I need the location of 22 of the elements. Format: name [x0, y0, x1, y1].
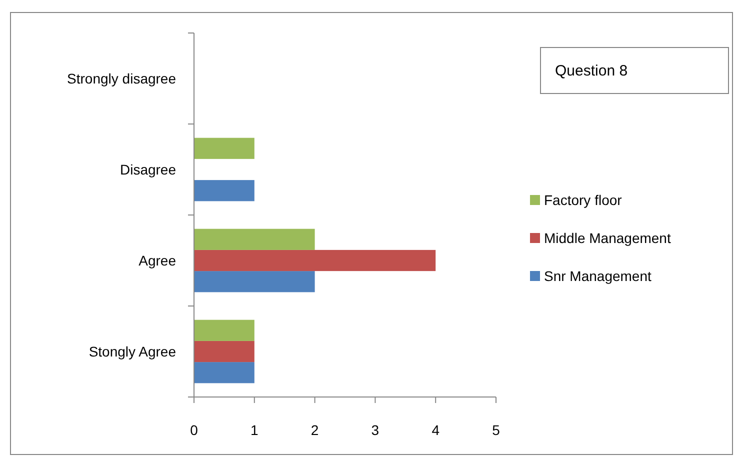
x-tick-label: 0: [190, 422, 198, 438]
legend-label: Factory floor: [544, 192, 622, 208]
y-tick-label: Stongly Agree: [88, 344, 176, 360]
legend-label: Snr Management: [544, 268, 652, 284]
bar: [194, 138, 254, 159]
legend-label: Middle Management: [544, 230, 671, 246]
y-tick-label: Strongly disagree: [67, 70, 176, 86]
bar: [194, 228, 315, 250]
y-tick-label: Agree: [138, 252, 176, 268]
bar: [194, 250, 436, 272]
bar: [194, 180, 254, 202]
x-tick-label: 2: [310, 422, 319, 438]
text: Question 8: [555, 62, 628, 80]
bar: [194, 340, 254, 362]
bar: [194, 271, 315, 292]
y-tick-label: Disagree: [120, 162, 176, 178]
x-tick-label: 5: [492, 422, 500, 438]
x-tick-label: 1: [250, 422, 258, 438]
bar: [194, 320, 254, 341]
bar: [194, 362, 254, 384]
x-tick-label: 3: [371, 422, 380, 438]
x-tick-label: 4: [432, 422, 440, 438]
